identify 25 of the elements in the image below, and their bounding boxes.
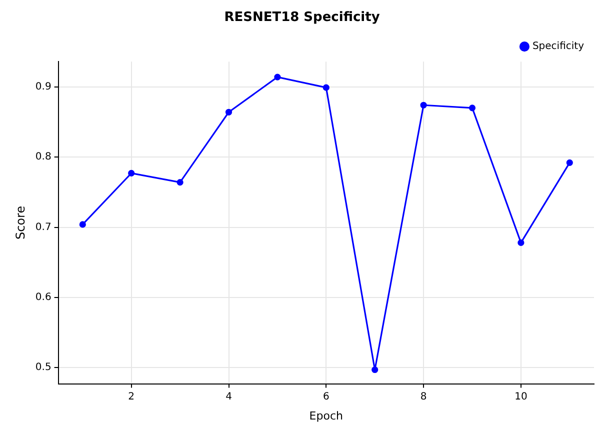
x-axis-title: Epoch bbox=[309, 409, 344, 422]
point bbox=[225, 108, 232, 116]
y-tick-label: 0.7 bbox=[35, 222, 52, 233]
point bbox=[128, 170, 135, 177]
x-tick-label: 6 bbox=[322, 391, 330, 402]
point bbox=[566, 159, 573, 166]
y-tick-label: 0.5 bbox=[35, 362, 52, 374]
y-tick-label: 0.8 bbox=[35, 152, 52, 163]
y-axis-title: Score bbox=[13, 206, 28, 240]
x-tick-label: 8 bbox=[420, 391, 427, 402]
x-tick-label: 2 bbox=[128, 391, 135, 402]
point bbox=[420, 102, 427, 108]
legend-label: Specificity bbox=[532, 41, 584, 52]
y-tick-label: 0.6 bbox=[35, 292, 52, 304]
point bbox=[468, 104, 476, 112]
y-tick-label: 0.9 bbox=[35, 81, 52, 92]
point bbox=[79, 221, 86, 228]
point bbox=[274, 74, 281, 80]
point bbox=[322, 84, 330, 91]
x-tick-label: 10 bbox=[514, 391, 528, 402]
x-tick-label: 4 bbox=[226, 391, 232, 402]
chart-title: RESNET18 Specificity bbox=[224, 10, 380, 26]
point bbox=[176, 179, 184, 186]
point bbox=[372, 366, 378, 374]
point bbox=[518, 239, 524, 246]
